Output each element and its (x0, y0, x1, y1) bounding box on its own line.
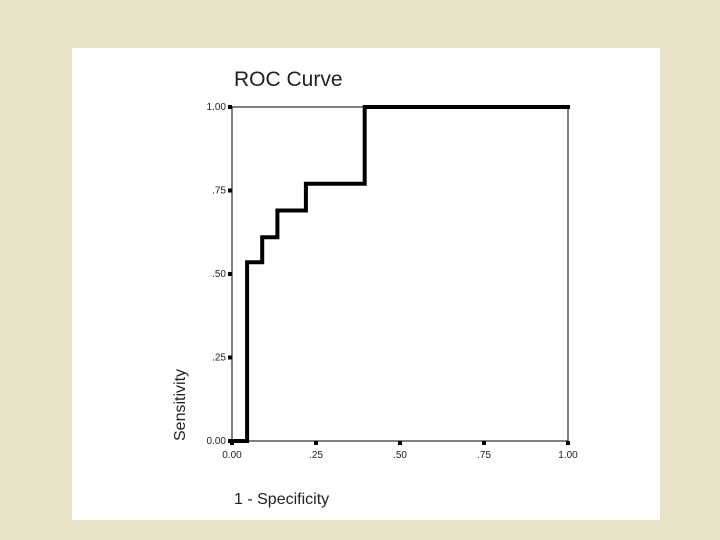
y-tick-label: .50 (212, 269, 226, 280)
y-tick-mark (228, 188, 232, 193)
y-tick-label: .75 (212, 186, 226, 197)
y-tick-mark (228, 105, 232, 109)
y-axis-label: Sensitivity (172, 369, 189, 441)
plot-area-frame (231, 106, 569, 442)
roc-curve-line (230, 105, 570, 443)
x-tick-label: 0.00 (222, 450, 242, 461)
roc-chart: ROC Curve 0.00 .25 .50 .75 1.00 0.00 .25 .50 .7… (172, 68, 578, 508)
y-tick-label: 0.00 (207, 436, 227, 447)
x-tick-label: 1.00 (558, 450, 578, 461)
y-tick-mark (228, 272, 232, 276)
x-axis: 0.00 .25 .50 .75 1.00 (222, 441, 578, 461)
x-tick-mark (566, 441, 570, 445)
x-tick-label: .25 (309, 450, 323, 461)
x-tick-mark (398, 441, 402, 445)
y-tick-label: .25 (212, 353, 226, 364)
slide-panel: ROC Curve 0.00 .25 .50 .75 1.00 0.00 .25 .50 .7… (72, 48, 660, 520)
y-axis: 0.00 .25 .50 .75 1.00 (207, 102, 232, 447)
y-tick-label: 1.00 (207, 102, 227, 113)
x-tick-label: .50 (393, 450, 407, 461)
roc-series (230, 105, 570, 443)
x-tick-mark (314, 441, 318, 445)
x-tick-label: .75 (477, 450, 491, 461)
chart-title: ROC Curve (234, 68, 343, 91)
x-tick-mark (482, 441, 486, 445)
y-tick-mark (228, 355, 232, 360)
x-axis-label: 1 - Specificity (234, 491, 329, 508)
